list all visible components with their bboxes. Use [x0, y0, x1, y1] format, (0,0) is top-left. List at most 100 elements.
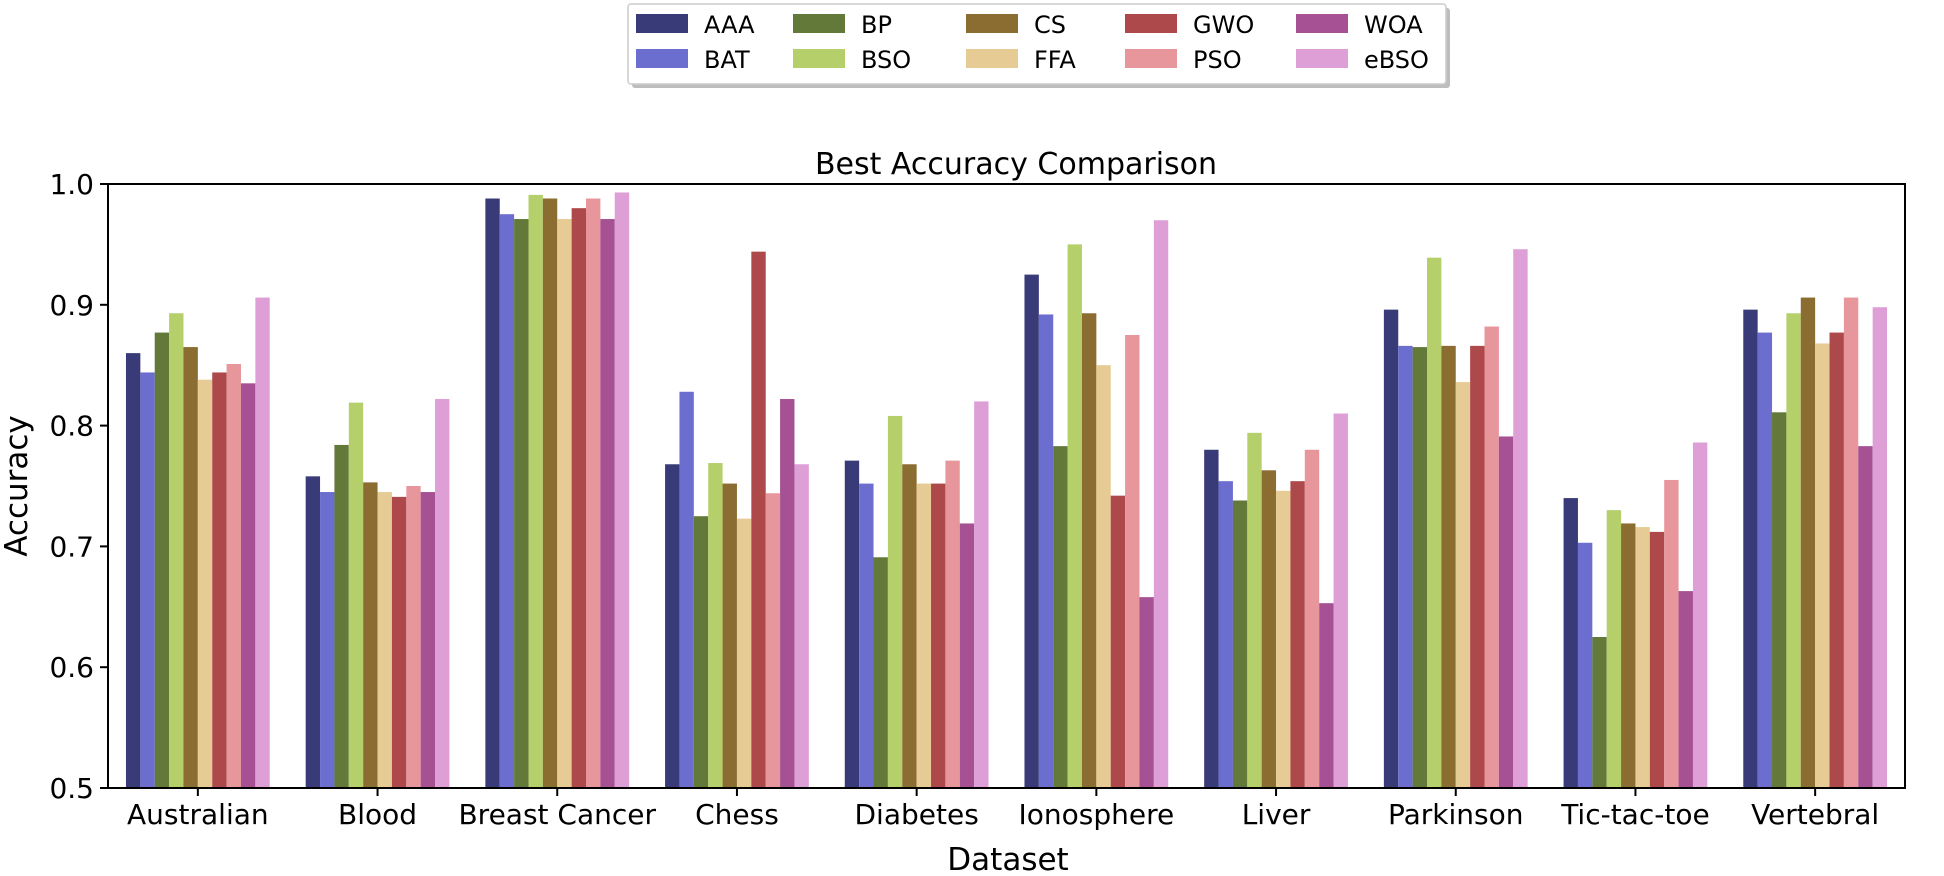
series-cs [183, 198, 1816, 788]
bar-cs-australian [183, 347, 198, 788]
bar-bso-australian [169, 313, 184, 788]
bar-cs-ionosphere [1081, 313, 1097, 788]
legend-swatch [966, 14, 1018, 33]
legend-swatch [1125, 14, 1177, 33]
bar-bp-liver [1232, 500, 1248, 788]
bar-woa-chess [780, 399, 795, 788]
bar-woa-parkinson [1498, 436, 1514, 788]
legend-item-gwo: GWO [1125, 11, 1254, 39]
legend-swatch [793, 49, 845, 68]
bar-bat-vertebral [1757, 332, 1773, 788]
bar-ffa-breast-cancer [557, 219, 572, 788]
legend-label: BAT [704, 46, 750, 74]
bar-bso-parkinson [1427, 257, 1442, 788]
bar-aaa-breast-cancer [485, 198, 500, 788]
legend-item-aaa: AAA [636, 11, 755, 39]
bar-bso-tic-tac-toe [1606, 510, 1622, 788]
legend-swatch [1296, 14, 1348, 33]
y-tick-label: 0.8 [49, 410, 94, 443]
series-bat [140, 214, 1773, 788]
legend-item-cs: CS [966, 11, 1066, 39]
bar-bat-breast-cancer [499, 214, 515, 788]
bar-woa-tic-tac-toe [1678, 591, 1693, 788]
y-tick-label: 0.6 [49, 651, 94, 684]
legend-swatch [793, 14, 845, 33]
x-tick-label: Vertebral [1751, 798, 1879, 831]
bar-ebso-breast-cancer [614, 192, 630, 788]
bar-pso-parkinson [1484, 326, 1499, 788]
bar-aaa-ionosphere [1024, 274, 1039, 789]
bars-group [125, 192, 1888, 789]
bar-ebso-ionosphere [1153, 220, 1169, 789]
bar-bso-blood [348, 402, 364, 788]
bar-aaa-blood [305, 476, 321, 788]
x-tick-label: Parkinson [1388, 798, 1524, 831]
legend-item-ebso: eBSO [1296, 46, 1429, 74]
series-bp [154, 219, 1787, 788]
bar-bp-breast-cancer [514, 219, 529, 788]
x-tick-label: Australian [127, 798, 269, 831]
legend-item-pso: PSO [1125, 46, 1242, 74]
series-gwo [212, 208, 1844, 788]
bar-cs-chess [722, 483, 737, 788]
bar-bp-parkinson [1412, 347, 1427, 788]
bar-pso-vertebral [1843, 297, 1859, 788]
series-pso [226, 198, 1859, 788]
bar-woa-blood [420, 492, 436, 788]
bar-bso-vertebral [1786, 313, 1801, 788]
bar-bp-vertebral [1772, 412, 1787, 788]
bar-bp-blood [334, 444, 349, 788]
legend-swatch [636, 14, 688, 33]
bar-ffa-vertebral [1815, 343, 1830, 788]
bar-cs-vertebral [1800, 297, 1816, 788]
bar-ebso-chess [794, 464, 809, 788]
bar-ffa-liver [1276, 490, 1291, 788]
legend-label: GWO [1193, 11, 1254, 39]
bar-ffa-parkinson [1455, 382, 1471, 788]
bar-gwo-ionosphere [1110, 495, 1126, 788]
legend-label: CS [1034, 11, 1066, 39]
legend-item-woa: WOA [1296, 11, 1423, 39]
bar-gwo-diabetes [931, 483, 946, 788]
legend-label: BP [861, 11, 892, 39]
bar-aaa-chess [665, 464, 680, 788]
legend-label: eBSO [1364, 46, 1429, 74]
bar-aaa-diabetes [844, 460, 860, 788]
legend-label: WOA [1364, 11, 1423, 39]
y-tick-label: 0.5 [49, 772, 94, 805]
bar-aaa-tic-tac-toe [1563, 498, 1578, 788]
bar-ffa-chess [736, 518, 752, 788]
bar-woa-ionosphere [1139, 597, 1154, 788]
bar-woa-liver [1319, 603, 1334, 788]
bar-gwo-tic-tac-toe [1649, 531, 1665, 788]
bar-gwo-parkinson [1470, 345, 1485, 788]
x-axis-title: Dataset [947, 842, 1068, 876]
bar-ffa-ionosphere [1096, 365, 1111, 788]
bar-bp-australian [154, 332, 170, 788]
legend-label: FFA [1034, 46, 1076, 74]
bar-gwo-vertebral [1829, 332, 1844, 788]
axes-group: 0.5 0.6 0.7 0.8 0.9 1.0 Australian Blood Breast … [49, 168, 1879, 831]
bar-bat-blood [320, 492, 335, 788]
bar-bat-chess [679, 391, 694, 788]
bar-pso-blood [406, 486, 421, 788]
bar-aaa-australian [125, 353, 141, 788]
legend-label: BSO [861, 46, 911, 74]
bar-cs-tic-tac-toe [1621, 523, 1636, 788]
bar-cs-parkinson [1441, 345, 1456, 788]
chart-title: Best Accuracy Comparison [815, 147, 1217, 182]
legend-item-ffa: FFA [966, 46, 1076, 74]
legend-swatch [966, 49, 1018, 68]
bar-aaa-parkinson [1383, 309, 1399, 788]
legend-swatch [1296, 49, 1348, 68]
x-tick-label: Tic-tac-toe [1560, 798, 1710, 831]
bar-ebso-vertebral [1872, 307, 1888, 788]
bar-gwo-breast-cancer [571, 208, 587, 788]
bar-bp-diabetes [873, 557, 888, 788]
bar-cs-blood [363, 482, 378, 788]
bar-pso-tic-tac-toe [1664, 479, 1679, 788]
series-ffa [197, 219, 1830, 788]
bar-woa-breast-cancer [600, 219, 615, 788]
bar-bso-ionosphere [1067, 244, 1082, 788]
